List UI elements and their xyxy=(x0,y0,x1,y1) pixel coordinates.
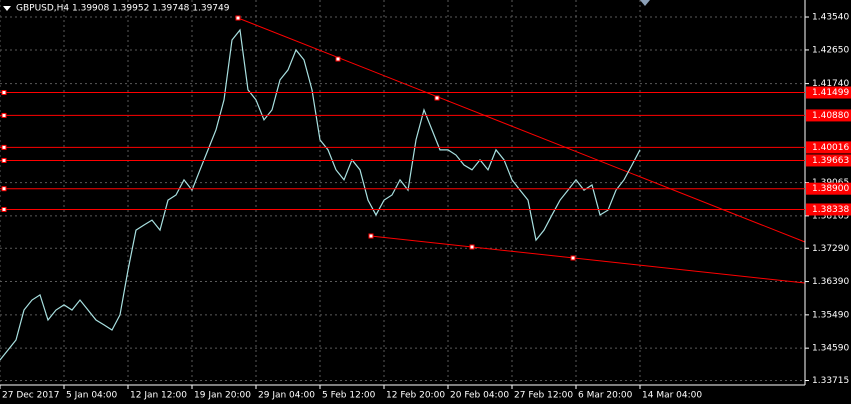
level-label: 1.38338 xyxy=(812,205,849,215)
y-tick-label: 1.37290 xyxy=(812,244,849,254)
x-tick-label: 27 Dec 2017 xyxy=(2,391,60,401)
level-anchor xyxy=(1,186,7,192)
menu-arrow[interactable] xyxy=(3,6,11,11)
x-tick-label: 6 Mar 20:00 xyxy=(578,391,633,401)
price-line xyxy=(0,28,641,361)
level-label-box xyxy=(806,109,851,122)
y-tick-label: 1.42650 xyxy=(812,45,849,55)
level-label: 1.41499 xyxy=(812,88,849,98)
x-tick-label: 14 Mar 04:00 xyxy=(642,391,702,401)
level-label-box xyxy=(806,203,851,216)
x-tick-label: 5 Jan 04:00 xyxy=(66,391,118,401)
y-tick-label: 1.34590 xyxy=(812,344,849,354)
x-tick-label: 12 Feb 20:00 xyxy=(386,391,445,401)
level-label-box xyxy=(806,154,851,167)
level-label: 1.39663 xyxy=(812,156,849,166)
level-anchor xyxy=(1,112,7,118)
level-anchor xyxy=(1,206,7,212)
level-anchor xyxy=(1,144,7,150)
x-tick-label: 12 Jan 12:00 xyxy=(130,391,187,401)
trend-anchors xyxy=(235,15,576,261)
chart-title: GBPUSD,H4 1.39908 1.39952 1.39748 1.3974… xyxy=(16,4,230,14)
trend-line xyxy=(237,17,806,243)
level-label: 1.40016 xyxy=(812,143,849,153)
level-label-box xyxy=(806,86,851,99)
level-anchor xyxy=(1,90,7,96)
x-tick-label: 5 Feb 12:00 xyxy=(322,391,376,401)
x-tick-label: 19 Jan 20:00 xyxy=(194,391,251,401)
level-label-box xyxy=(806,182,851,195)
x-tick-label: 29 Jan 04:00 xyxy=(258,391,315,401)
trend-line xyxy=(370,235,806,284)
y-tick-label: 1.38165 xyxy=(812,211,849,221)
y-tick-label: 1.41740 xyxy=(812,79,849,89)
y-tick-label: 1.35490 xyxy=(812,310,849,320)
x-tick-label: 20 Feb 04:00 xyxy=(450,391,509,401)
y-tick-label: 1.36390 xyxy=(812,277,849,287)
grid xyxy=(0,0,805,385)
shift-marker[interactable] xyxy=(640,0,650,6)
y-tick-label: 1.33715 xyxy=(812,376,849,386)
level-anchor xyxy=(1,157,7,163)
x-tick-label: 27 Feb 12:00 xyxy=(514,391,573,401)
level-label-box xyxy=(806,141,851,154)
level-label: 1.40880 xyxy=(812,111,849,121)
level-label: 1.38900 xyxy=(812,184,849,194)
y-tick-label: 1.43540 xyxy=(812,13,849,23)
